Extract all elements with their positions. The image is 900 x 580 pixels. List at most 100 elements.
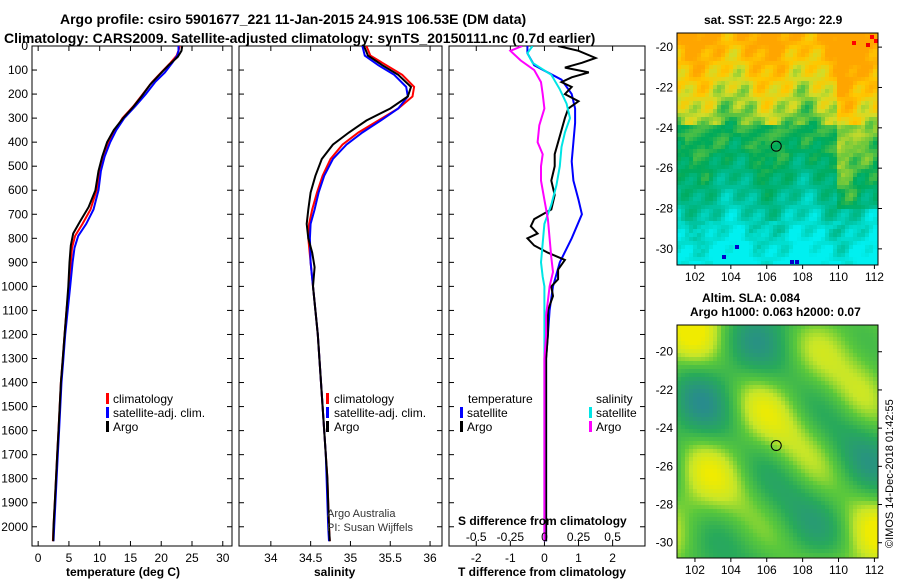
sst-pixel [749, 177, 753, 181]
sst-pixel [701, 197, 705, 201]
sla-pixel [685, 337, 689, 341]
sst-pixel [693, 73, 697, 77]
sla-pixel [841, 349, 845, 353]
sla-pixel [729, 361, 733, 365]
sla-pixel [785, 365, 789, 369]
sla-pixel [769, 373, 773, 377]
sst-pixel [789, 109, 793, 113]
sst-pixel [725, 249, 729, 253]
sla-pixel [689, 401, 693, 405]
sla-pixel [821, 337, 825, 341]
sla-pixel [733, 349, 737, 353]
sst-pixel [777, 225, 781, 229]
sla-pixel [833, 365, 837, 369]
sst-pixel [745, 117, 749, 121]
sla-pixel [753, 337, 757, 341]
sla-pixel [717, 325, 721, 329]
sla-pixel [865, 397, 869, 401]
sla-pixel [733, 373, 737, 377]
sla-pixel [817, 357, 821, 361]
sla-pixel [717, 433, 721, 437]
sst-pixel [805, 113, 809, 117]
sst-pixel [729, 197, 733, 201]
sla-pixel [725, 369, 729, 373]
sla-pixel [785, 429, 789, 433]
sst-pixel [717, 93, 721, 97]
sst-pixel [853, 113, 857, 117]
sla-pixel [781, 389, 785, 393]
sst-pixel [721, 221, 725, 225]
sst-pixel [857, 245, 861, 249]
legend-label-argo: Argo [334, 420, 360, 434]
sla-pixel [693, 449, 697, 453]
sla-pixel [737, 333, 741, 337]
sst-pixel [873, 165, 877, 169]
sst-pixel [833, 93, 837, 97]
sla-pixel [833, 353, 837, 357]
sst-pixel [773, 61, 777, 65]
sst-pixel [869, 125, 873, 129]
sst-pixel [853, 121, 857, 125]
sst-pixel [753, 69, 757, 73]
sst-pixel [709, 225, 713, 229]
sla-pixel [757, 361, 761, 365]
sla-pixel [701, 453, 705, 457]
sst-pixel [785, 209, 789, 213]
sla-pixel [729, 397, 733, 401]
sla-pixel [813, 361, 817, 365]
sla-pixel [777, 457, 781, 461]
sst-pixel [813, 109, 817, 113]
sst-pixel [865, 169, 869, 173]
sla-pixel [705, 393, 709, 397]
sst-pixel [821, 157, 825, 161]
sst-pixel [849, 149, 853, 153]
sla-pixel [721, 429, 725, 433]
sst-pixel [741, 49, 745, 53]
sst-pixel [725, 41, 729, 45]
sla-pixel [737, 385, 741, 389]
sla-pixel [677, 421, 681, 425]
sla-pixel [681, 333, 685, 337]
sst-pixel [717, 217, 721, 221]
sst-pixel [681, 57, 685, 61]
sla-pixel [685, 381, 689, 385]
sla-pixel [785, 425, 789, 429]
sla-pixel [725, 345, 729, 349]
sst-pixel [813, 209, 817, 213]
sst-pixel [861, 69, 865, 73]
sst-pixel [757, 253, 761, 257]
sla-pixel [797, 417, 801, 421]
sla-pixel [813, 401, 817, 405]
sla-pixel [713, 417, 717, 421]
sla-pixel [721, 409, 725, 413]
sla-pixel [777, 361, 781, 365]
sst-pixel [773, 233, 777, 237]
difference-x-axis: -2 -1 0 1 2 [471, 46, 616, 565]
sst-pixel [705, 193, 709, 197]
sla-pixel [761, 341, 765, 345]
sst-pixel [689, 57, 693, 61]
sst-pixel [801, 173, 805, 177]
sla-pixel [745, 417, 749, 421]
sla-pixel [833, 437, 837, 441]
sst-pixel [813, 45, 817, 49]
sst-pixel [737, 157, 741, 161]
sla-pixel [769, 449, 773, 453]
sla-pixel [681, 397, 685, 401]
sla-pixel [757, 449, 761, 453]
sla-pixel [773, 337, 777, 341]
sst-pixel [769, 57, 773, 61]
sla-pixel [845, 449, 849, 453]
sst-pixel [697, 133, 701, 137]
sla-pixel [765, 397, 769, 401]
sst-pixel [757, 145, 761, 149]
sla-pixel [857, 377, 861, 381]
sla-pixel [837, 325, 841, 329]
sst-pixel [817, 165, 821, 169]
sla-pixel [709, 325, 713, 329]
sla-pixel [869, 329, 873, 333]
sla-pixel [717, 349, 721, 353]
sla-pixel [697, 381, 701, 385]
sst-pixel [849, 233, 853, 237]
sst-pixel [785, 85, 789, 89]
